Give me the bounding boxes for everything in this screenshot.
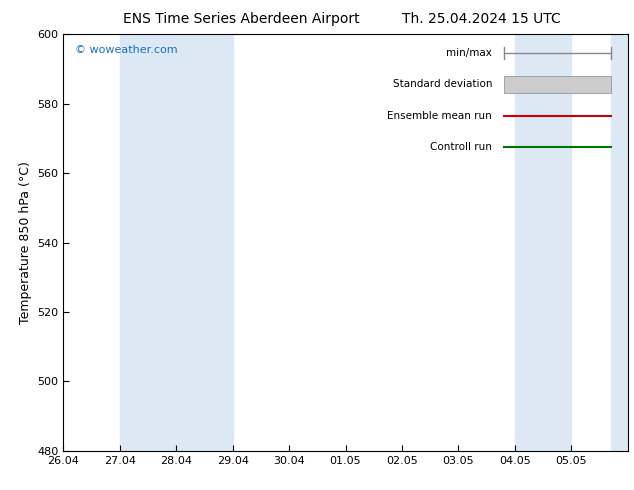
Text: © woweather.com: © woweather.com (75, 45, 178, 55)
Text: Controll run: Controll run (430, 142, 492, 152)
Text: Th. 25.04.2024 15 UTC: Th. 25.04.2024 15 UTC (403, 12, 561, 26)
Bar (120, 34, 233, 451)
Bar (611, 34, 628, 451)
Text: Ensemble mean run: Ensemble mean run (387, 111, 492, 121)
Text: ENS Time Series Aberdeen Airport: ENS Time Series Aberdeen Airport (122, 12, 359, 26)
Bar (515, 34, 571, 451)
Text: min/max: min/max (446, 48, 492, 58)
Y-axis label: Temperature 850 hPa (°C): Temperature 850 hPa (°C) (19, 161, 32, 324)
Bar (503, 76, 611, 93)
Text: Standard deviation: Standard deviation (392, 79, 492, 89)
